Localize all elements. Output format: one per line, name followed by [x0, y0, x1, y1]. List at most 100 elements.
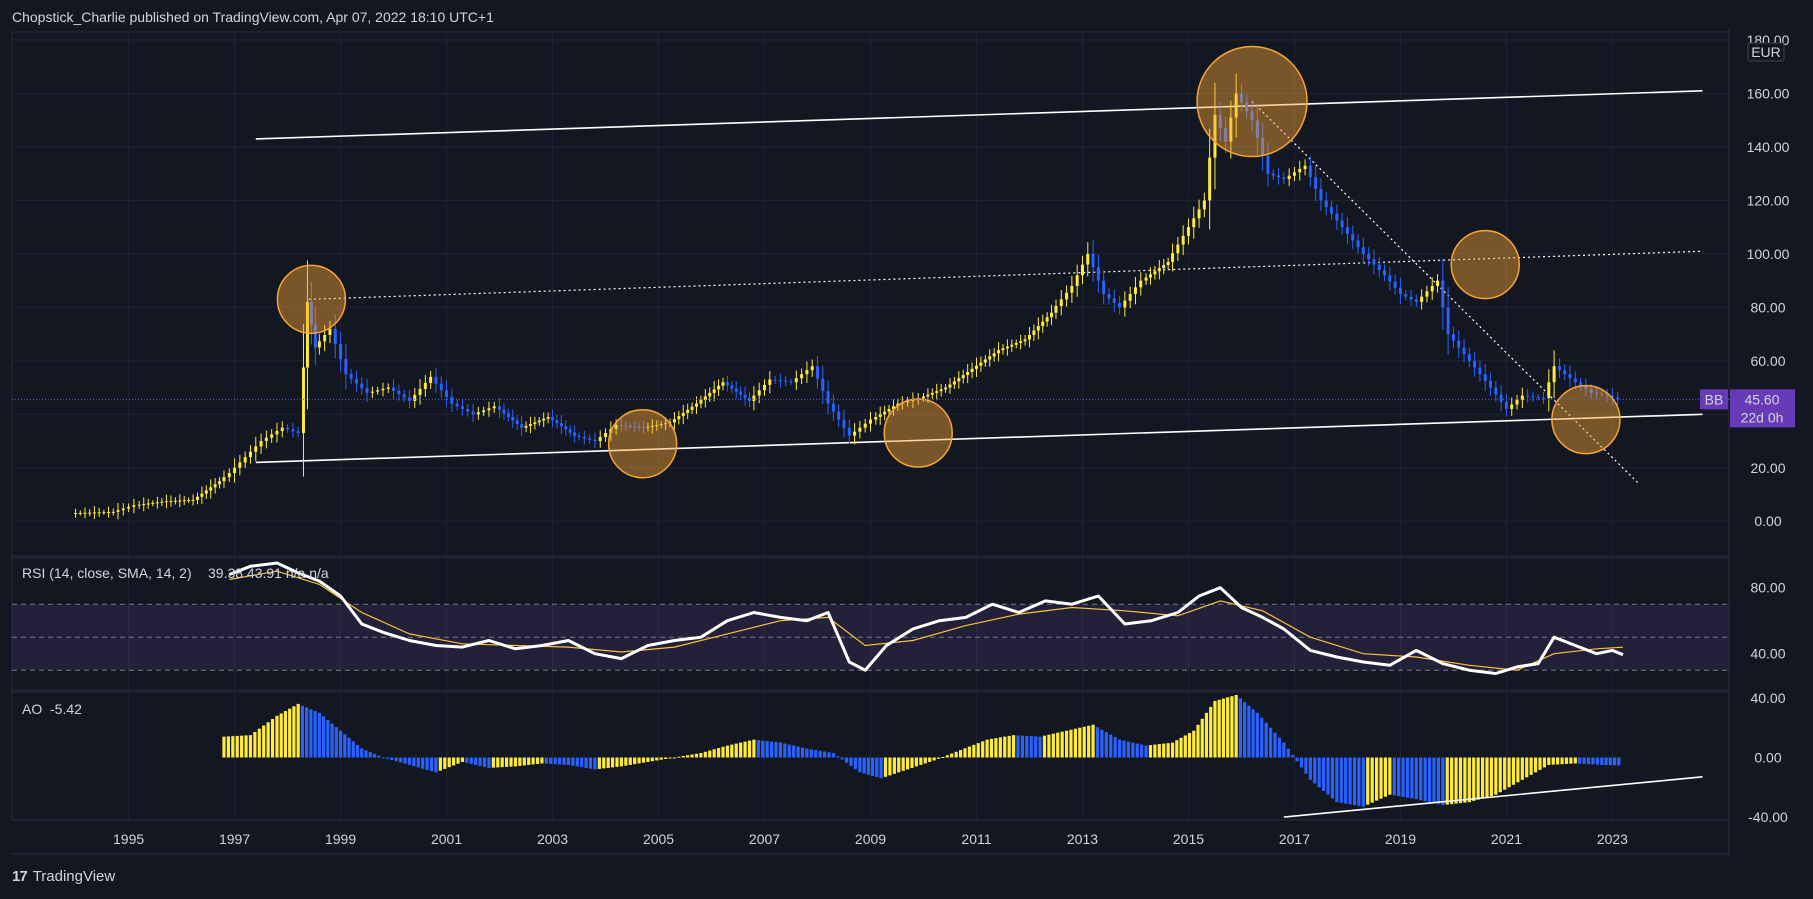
candle-body[interactable] [1102, 280, 1106, 294]
ao-bar[interactable] [1441, 757, 1445, 806]
ao-bar[interactable] [1187, 733, 1192, 758]
candle-body[interactable] [524, 425, 528, 428]
candle-body[interactable] [970, 368, 974, 372]
ao-bar[interactable] [1299, 757, 1304, 768]
candle-body[interactable] [132, 505, 136, 507]
ao-bar[interactable] [326, 719, 330, 758]
ao-bar[interactable] [765, 741, 769, 758]
ao-bar[interactable] [637, 757, 641, 764]
ao-bar[interactable] [1047, 734, 1051, 758]
ao-bar[interactable] [1538, 757, 1542, 770]
ao-bar[interactable] [1339, 757, 1343, 803]
candle-body[interactable] [699, 400, 703, 404]
candle-body[interactable] [1388, 275, 1392, 282]
candle-body[interactable] [1356, 240, 1360, 248]
ao-bar[interactable] [235, 735, 239, 758]
candle-body[interactable] [664, 423, 668, 425]
ao-bar[interactable] [963, 748, 967, 758]
candle-body[interactable] [1144, 277, 1148, 281]
candle-body[interactable] [323, 334, 327, 342]
candle-body[interactable] [650, 425, 654, 427]
ao-bar[interactable] [677, 756, 681, 758]
candle-body[interactable] [286, 427, 290, 430]
ao-bar[interactable] [390, 757, 394, 760]
highlight-circle[interactable] [883, 398, 953, 468]
candle-body[interactable] [1600, 393, 1604, 395]
ao-bar[interactable] [1034, 736, 1038, 758]
candle-body[interactable] [313, 324, 317, 348]
ao-bar[interactable] [1547, 757, 1551, 765]
ao-bar[interactable] [1591, 757, 1595, 765]
ao-bar[interactable] [619, 757, 624, 767]
ao-bar[interactable] [650, 757, 654, 762]
ao-bar[interactable] [478, 757, 482, 766]
candle-body[interactable] [142, 504, 146, 506]
candle-body[interactable] [1171, 253, 1175, 262]
ao-bar[interactable] [1467, 757, 1471, 803]
candle-body[interactable] [233, 467, 237, 474]
candle-body[interactable] [381, 388, 385, 391]
ao-bar[interactable] [739, 742, 743, 758]
ao-trendline[interactable] [1283, 776, 1703, 818]
candle-body[interactable] [1224, 128, 1228, 142]
candle-body[interactable] [1298, 169, 1302, 173]
candle-body[interactable] [116, 510, 120, 512]
ao-bar[interactable] [853, 757, 858, 770]
ao-bar[interactable] [1226, 697, 1230, 758]
candle-body[interactable] [821, 378, 825, 392]
candle-body[interactable] [1473, 360, 1477, 368]
ao-bar[interactable] [849, 757, 853, 766]
candle-body[interactable] [1367, 253, 1371, 260]
candle-body[interactable] [182, 500, 186, 502]
candle-body[interactable] [460, 406, 464, 409]
ao-bar[interactable] [690, 754, 694, 758]
candle-body[interactable] [1010, 344, 1014, 347]
candle-body[interactable] [604, 433, 608, 438]
candle-body[interactable] [1483, 374, 1487, 381]
ao-bar[interactable] [584, 757, 588, 768]
candle-body[interactable] [97, 512, 101, 514]
ao-bar[interactable] [1095, 727, 1100, 758]
candle-body[interactable] [805, 370, 809, 375]
candle-body[interactable] [1050, 312, 1054, 318]
candle-body[interactable] [1557, 366, 1561, 371]
candle-body[interactable] [482, 410, 486, 413]
candle-body[interactable] [506, 413, 510, 417]
ao-bar[interactable] [1370, 757, 1374, 803]
ao-bar[interactable] [1029, 736, 1033, 758]
ao-bar[interactable] [1454, 757, 1458, 804]
candle-body[interactable] [1478, 367, 1482, 375]
trendline[interactable] [255, 90, 1703, 140]
ao-bar[interactable] [606, 757, 610, 768]
footer-brand[interactable]: 17 TradingView [12, 868, 115, 885]
candle-body[interactable] [703, 396, 707, 401]
ao-bar[interactable] [1209, 706, 1213, 758]
ao-bar[interactable] [1255, 712, 1259, 758]
ao-bar[interactable] [862, 757, 866, 774]
candle-body[interactable] [712, 389, 716, 393]
candle-body[interactable] [1080, 264, 1084, 276]
candle-body[interactable] [107, 512, 111, 514]
ao-bar[interactable] [1251, 709, 1255, 758]
ao-bar[interactable] [1166, 743, 1170, 758]
candle-body[interactable] [1032, 330, 1036, 335]
candle-body[interactable] [1526, 395, 1530, 397]
ao-bar[interactable] [1419, 757, 1423, 801]
candle-body[interactable] [743, 394, 747, 398]
ao-bar[interactable] [283, 711, 288, 758]
ao-bar[interactable] [447, 757, 451, 768]
ao-bar[interactable] [743, 741, 747, 758]
ao-bar[interactable] [994, 738, 998, 758]
ao-bar[interactable] [381, 757, 385, 759]
candle-body[interactable] [874, 416, 878, 420]
ao-bar[interactable] [296, 703, 300, 758]
ao-bar[interactable] [1489, 757, 1494, 796]
candle-body[interactable] [1573, 378, 1577, 383]
candle-body[interactable] [137, 504, 141, 506]
highlight-circle[interactable] [1196, 45, 1308, 158]
candle-body[interactable] [593, 439, 597, 442]
ao-bar[interactable] [787, 744, 791, 758]
ao-bar[interactable] [1520, 757, 1524, 780]
ao-bar[interactable] [1135, 743, 1139, 758]
